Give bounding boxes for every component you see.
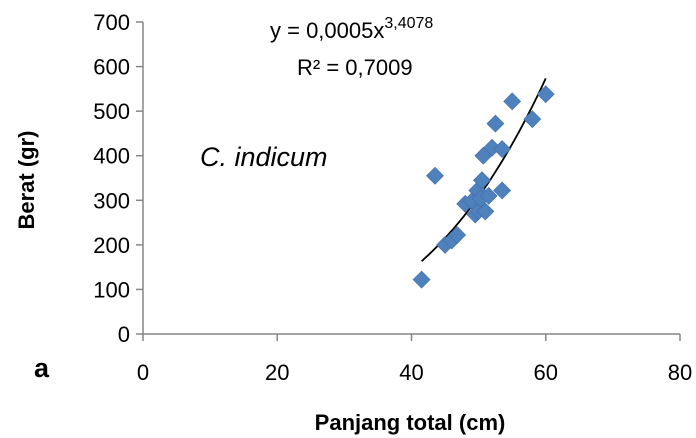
y-tick-label: 0 xyxy=(118,322,130,347)
data-points xyxy=(412,85,555,289)
y-tick-label: 400 xyxy=(93,144,130,169)
x-tick-label: 20 xyxy=(265,360,289,385)
trendline-equation: y = 0,0005x3,4078 xyxy=(270,15,433,43)
power-trendline xyxy=(420,77,547,262)
x-axis-title: Panjang total (cm) xyxy=(315,410,506,435)
data-point xyxy=(448,226,467,244)
data-point xyxy=(536,85,555,104)
data-point xyxy=(503,92,522,111)
y-tick-label: 200 xyxy=(93,233,130,258)
data-point xyxy=(523,110,542,129)
species-label: C. indicum xyxy=(200,142,328,172)
x-tick-label: 80 xyxy=(668,360,692,385)
axes xyxy=(136,21,681,341)
x-tick-label: 40 xyxy=(399,360,423,385)
equation-base: y = 0,0005x xyxy=(270,18,384,43)
trendline xyxy=(420,77,547,262)
panel-label: a xyxy=(34,353,50,383)
data-point xyxy=(426,166,444,185)
equation-exponent: 3,4078 xyxy=(384,15,433,32)
data-point xyxy=(412,270,431,289)
r-squared-label: R² = 0,7009 xyxy=(297,55,413,80)
tick-labels: 0 100 200 300 400 500 600 700 0 20 40 60 80 xyxy=(93,10,692,385)
x-tick-label: 60 xyxy=(534,360,558,385)
y-tick-label: 600 xyxy=(93,55,130,80)
data-point xyxy=(476,202,495,221)
data-point xyxy=(493,181,512,200)
x-tick-label: 0 xyxy=(137,360,149,385)
y-tick-label: 100 xyxy=(93,277,130,302)
data-point xyxy=(493,140,512,158)
y-tick-label: 300 xyxy=(93,188,130,213)
y-tick-label: 700 xyxy=(93,10,130,35)
data-point xyxy=(479,186,498,205)
y-axis-title: Berat (gr) xyxy=(14,130,39,229)
data-point xyxy=(473,171,491,190)
data-point xyxy=(486,114,505,133)
y-tick-label: 500 xyxy=(93,99,130,124)
